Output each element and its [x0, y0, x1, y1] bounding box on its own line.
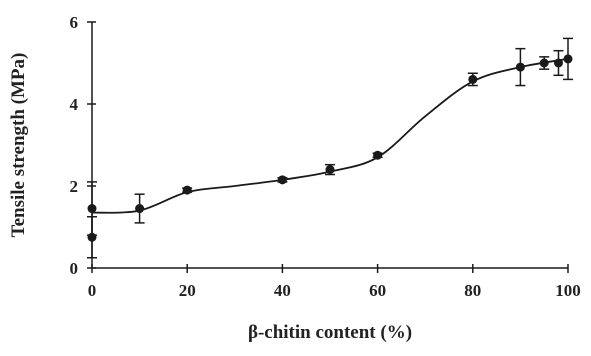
data-point: [277, 175, 287, 185]
x-tick-label: 40: [274, 281, 291, 300]
y-tick-label: 4: [70, 95, 79, 114]
data-point: [468, 74, 478, 84]
data-point: [325, 165, 335, 175]
y-tick-label: 0: [70, 259, 79, 278]
y-axis-title: Tensile strength (MPa): [8, 53, 29, 238]
trend-curve: [91, 58, 569, 214]
x-tick-label: 100: [555, 281, 581, 300]
x-tick-label: 60: [369, 281, 386, 300]
x-tick-label: 20: [179, 281, 196, 300]
y-tick-label: 6: [70, 13, 79, 32]
x-tick-label: 0: [88, 281, 97, 300]
data-point: [135, 204, 145, 214]
y-tick-label: 2: [70, 177, 79, 196]
data-point: [182, 185, 192, 195]
data-point: [515, 62, 525, 72]
data-point: [553, 58, 563, 68]
data-point: [87, 204, 97, 214]
x-axis-title: β-chitin content (%): [248, 322, 412, 343]
x-tick-label: 80: [464, 281, 481, 300]
data-point: [539, 58, 549, 68]
data-point: [563, 54, 573, 64]
data-point: [373, 150, 383, 160]
